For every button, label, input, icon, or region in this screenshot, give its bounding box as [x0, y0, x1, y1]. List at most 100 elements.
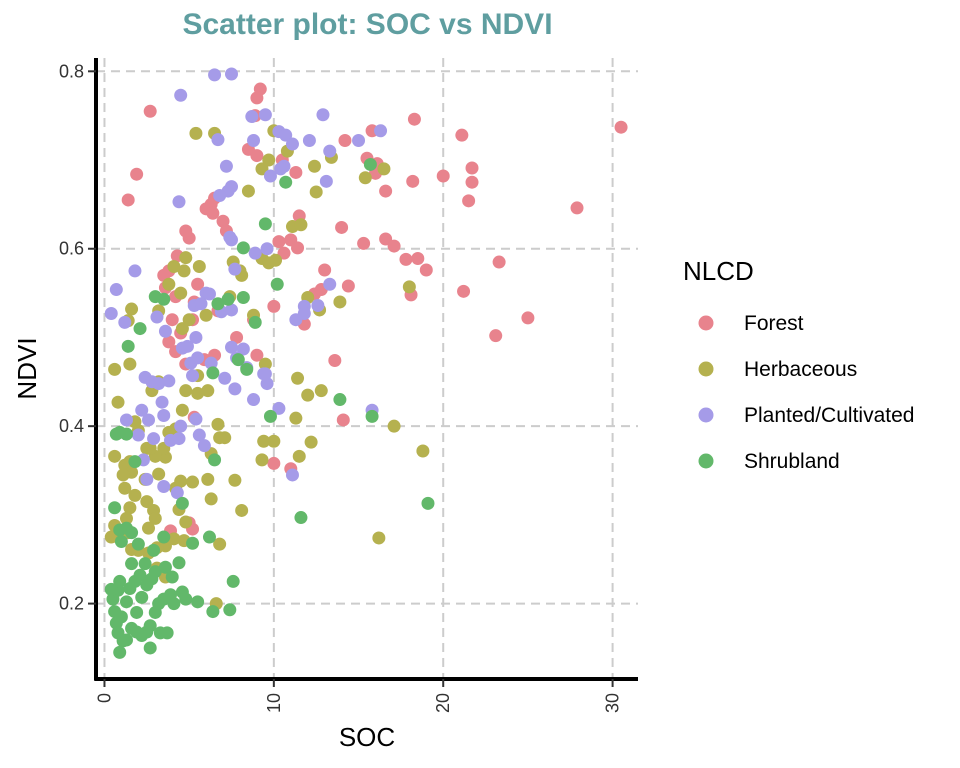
point-planted-cultivated	[197, 439, 211, 453]
point-herbaceous	[241, 184, 255, 198]
point-forest	[462, 194, 476, 208]
point-herbaceous	[123, 501, 137, 515]
point-planted-cultivated	[104, 306, 118, 320]
point-planted-cultivated	[204, 356, 218, 370]
point-shrubland	[365, 409, 379, 423]
legend: NLCD Forest Herbaceous Planted/Cultivated S…	[683, 256, 914, 473]
point-planted-cultivated	[202, 287, 216, 301]
point-planted-cultivated	[170, 486, 184, 500]
x-tick-label: 20	[433, 693, 453, 713]
point-herbaceous	[267, 434, 281, 448]
point-planted-cultivated	[155, 395, 169, 409]
point-planted-cultivated	[260, 377, 274, 391]
point-planted-cultivated	[152, 377, 166, 391]
point-herbaceous	[108, 362, 122, 376]
point-planted-cultivated	[228, 262, 242, 276]
point-herbaceous	[152, 467, 166, 481]
legend-key-shrubland	[698, 453, 714, 469]
point-herbaceous	[213, 537, 227, 551]
point-planted-cultivated	[297, 306, 311, 320]
point-shrubland	[119, 427, 133, 441]
data-points	[104, 67, 628, 659]
point-herbaceous	[201, 472, 215, 486]
point-shrubland	[148, 605, 162, 619]
point-herbaceous	[204, 492, 218, 506]
point-forest	[457, 284, 471, 298]
point-herbaceous	[118, 481, 132, 495]
legend-label-herbaceous: Herbaceous	[744, 358, 857, 381]
point-shrubland	[148, 565, 162, 579]
point-herbaceous	[128, 488, 142, 502]
point-forest	[436, 169, 450, 183]
point-shrubland	[147, 543, 161, 557]
point-forest	[250, 91, 264, 105]
point-shrubland	[206, 366, 220, 380]
point-planted-cultivated	[174, 88, 188, 102]
chart-title: Scatter plot: SOC vs NDVI	[182, 8, 553, 41]
legend-label-shrubland: Shrubland	[744, 450, 840, 473]
point-herbaceous	[116, 468, 130, 482]
point-planted-cultivated	[211, 133, 225, 147]
point-planted-cultivated	[285, 468, 299, 482]
y-tick-label: 0.4	[59, 416, 84, 436]
point-planted-cultivated	[247, 134, 261, 148]
point-herbaceous	[257, 434, 271, 448]
point-herbaceous	[174, 474, 188, 488]
point-planted-cultivated	[228, 382, 242, 396]
point-herbaceous	[191, 386, 205, 400]
point-planted-cultivated	[147, 432, 161, 446]
point-herbaceous	[175, 403, 189, 417]
legend-key-planted-cultivated	[698, 407, 714, 423]
point-forest	[291, 241, 305, 255]
point-planted-cultivated	[352, 134, 366, 148]
y-tick-label: 0.8	[59, 61, 84, 81]
point-herbaceous	[192, 259, 206, 273]
point-herbaceous	[111, 395, 125, 409]
legend-key-forest	[698, 315, 714, 331]
point-shrubland	[125, 557, 139, 571]
point-forest	[379, 184, 393, 198]
point-herbaceous	[333, 295, 347, 309]
point-forest	[411, 251, 425, 265]
point-forest	[399, 252, 413, 266]
point-planted-cultivated	[157, 409, 171, 423]
point-forest	[250, 149, 264, 163]
point-forest	[272, 235, 286, 249]
point-shrubland	[236, 291, 250, 305]
point-planted-cultivated	[236, 342, 250, 356]
point-planted-cultivated	[119, 413, 133, 427]
point-shrubland	[279, 175, 293, 189]
point-herbaceous	[140, 495, 154, 509]
point-herbaceous	[416, 444, 430, 458]
point-planted-cultivated	[219, 159, 233, 173]
point-planted-cultivated	[192, 428, 206, 442]
point-forest	[338, 134, 352, 148]
point-planted-cultivated	[180, 339, 194, 353]
point-shrubland	[172, 556, 186, 570]
point-forest	[162, 335, 176, 349]
point-planted-cultivated	[323, 277, 337, 291]
legend-title: NLCD	[683, 256, 754, 286]
point-planted-cultivated	[272, 401, 286, 415]
point-shrubland	[333, 393, 347, 407]
point-herbaceous	[304, 435, 318, 449]
x-tick-label: 30	[603, 693, 623, 713]
point-forest	[267, 299, 281, 313]
point-forest	[267, 456, 281, 470]
point-forest	[407, 112, 421, 126]
point-forest	[318, 263, 332, 277]
point-forest	[492, 255, 506, 269]
point-herbaceous	[377, 162, 391, 176]
point-planted-cultivated	[323, 144, 337, 158]
point-shrubland	[175, 496, 189, 510]
point-shrubland	[208, 453, 222, 467]
point-forest	[230, 330, 244, 344]
point-forest	[289, 165, 303, 179]
point-shrubland	[263, 409, 277, 423]
point-shrubland	[157, 292, 171, 306]
point-planted-cultivated	[186, 369, 200, 383]
point-herbaceous	[387, 419, 401, 433]
point-planted-cultivated	[374, 124, 388, 138]
point-planted-cultivated	[158, 324, 172, 338]
